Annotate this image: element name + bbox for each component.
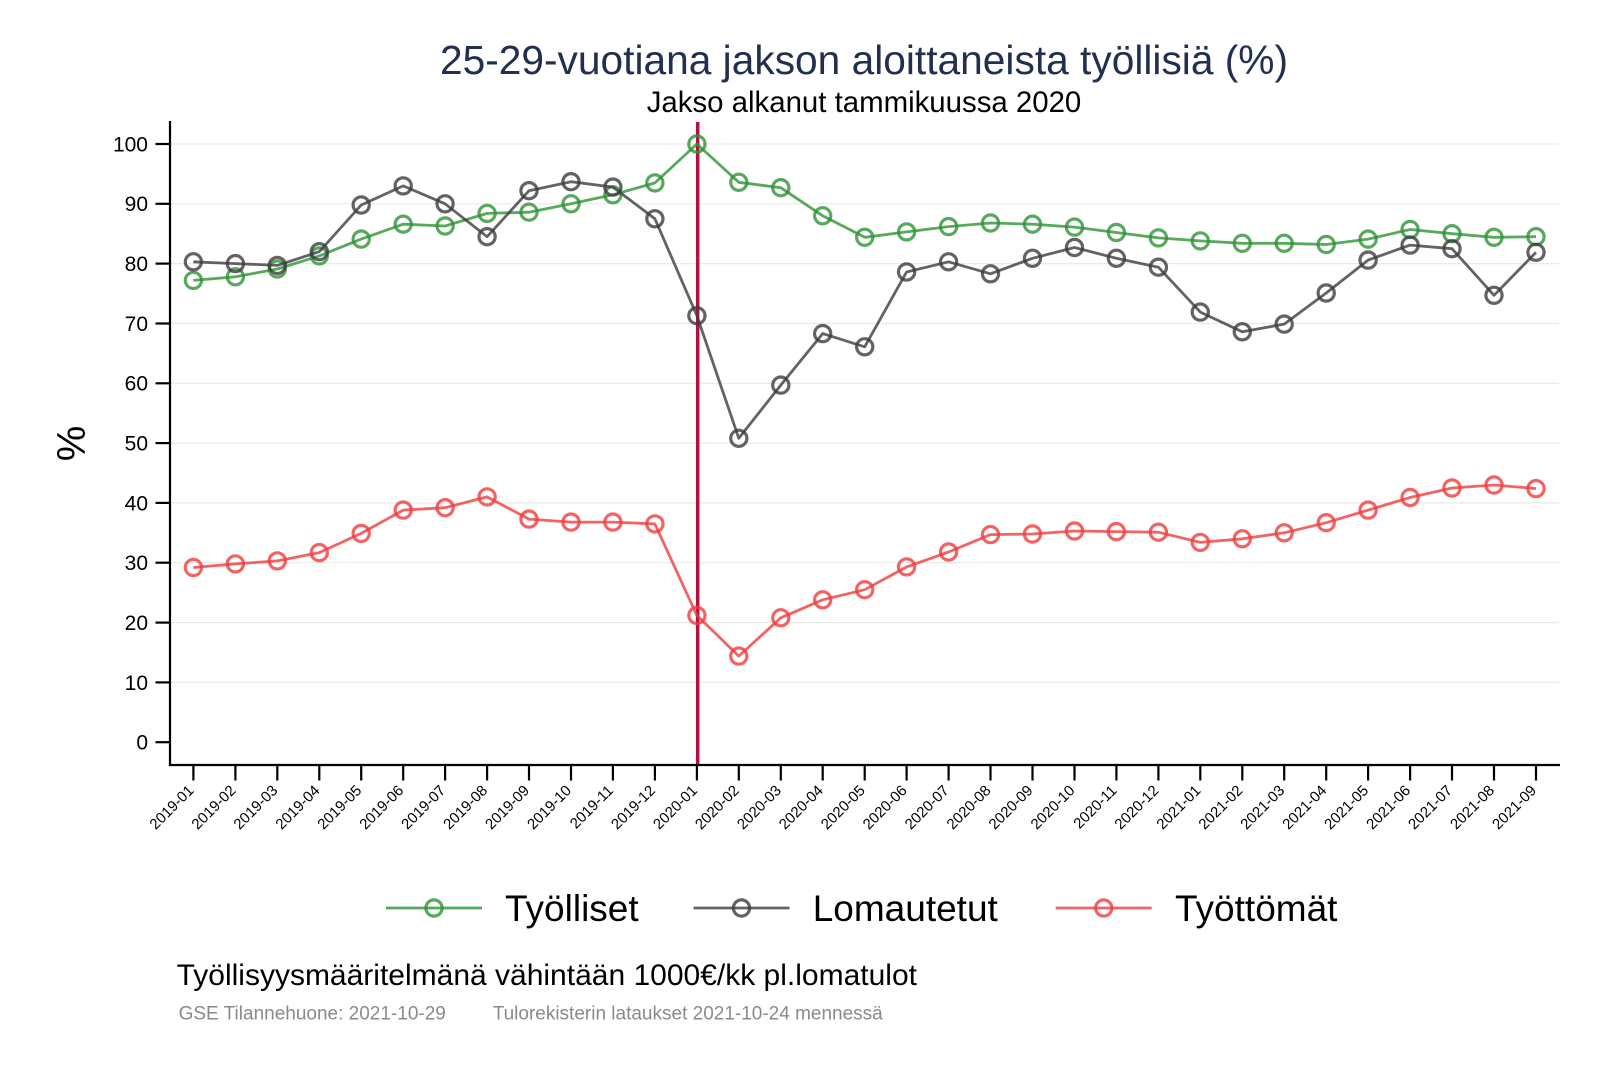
svg-text:70: 70 <box>125 313 148 336</box>
svg-text:80: 80 <box>125 253 148 276</box>
svg-text:20: 20 <box>125 612 148 635</box>
svg-text:25-29-vuotiana jakson aloittan: 25-29-vuotiana jakson aloittaneista työl… <box>440 37 1288 83</box>
svg-text:%: % <box>50 426 94 462</box>
svg-text:Lomautetut: Lomautetut <box>813 888 999 929</box>
svg-text:10: 10 <box>125 672 148 695</box>
svg-text:100: 100 <box>113 133 148 156</box>
svg-text:40: 40 <box>125 492 148 515</box>
svg-text:Tulorekisterin lataukset 2021-: Tulorekisterin lataukset 2021-10-24 menn… <box>493 1004 883 1025</box>
svg-text:50: 50 <box>125 433 148 456</box>
svg-text:Jakso alkanut tammikuussa 2020: Jakso alkanut tammikuussa 2020 <box>647 86 1082 119</box>
svg-text:Työllisyysmääritelmänä vähintä: Työllisyysmääritelmänä vähintään 1000€/k… <box>177 959 918 992</box>
svg-text:GSE Tilannehuone: 2021-10-29: GSE Tilannehuone: 2021-10-29 <box>179 1004 446 1025</box>
svg-text:30: 30 <box>125 552 148 575</box>
svg-text:Työttömät: Työttömät <box>1175 888 1338 929</box>
svg-text:90: 90 <box>125 193 148 216</box>
svg-text:0: 0 <box>136 732 148 755</box>
svg-text:60: 60 <box>125 373 148 396</box>
svg-text:Työlliset: Työlliset <box>505 888 639 929</box>
